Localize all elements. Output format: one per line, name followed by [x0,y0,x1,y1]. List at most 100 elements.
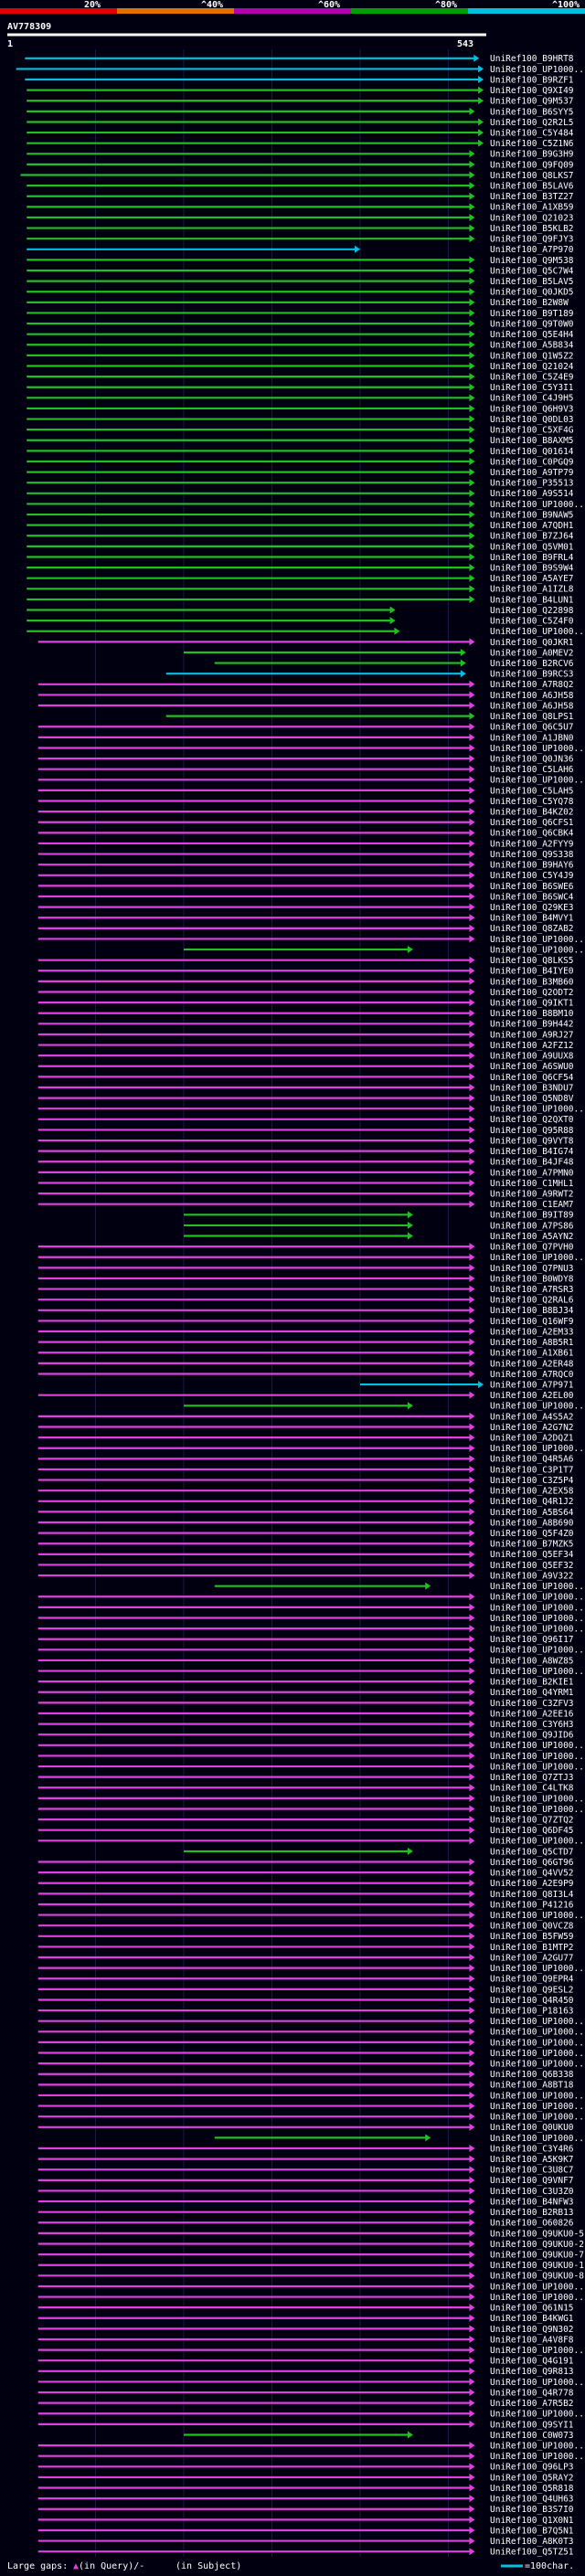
hit-row[interactable]: UniRef100_Q5RAY2 [37,2473,574,2483]
hit-label[interactable]: UniRef100_UP1000... [490,776,585,786]
hit-row[interactable]: UniRef100_A6JH58 [37,691,574,701]
hit-label[interactable]: UniRef100_A9RWT2 [490,1189,574,1199]
hit-row[interactable]: UniRef100_A7P970 [27,245,574,255]
hit-row[interactable]: UniRef100_UP1000... [37,2410,585,2420]
hit-row[interactable]: UniRef100_P41216 [37,1900,574,1910]
hit-label[interactable]: UniRef100_UP1000... [490,2452,585,2462]
hit-label[interactable]: UniRef100_Q8LKS7 [490,171,574,181]
hit-row[interactable]: UniRef100_B4IYE0 [37,967,574,977]
hit-row[interactable]: UniRef100_UP1000... [214,2134,585,2144]
hit-label[interactable]: UniRef100_UP1000... [490,1837,585,1847]
hit-label[interactable]: UniRef100_C5Y484 [490,128,574,138]
hit-label[interactable]: UniRef100_P35513 [490,479,574,489]
hit-label[interactable]: UniRef100_UP1000... [490,2038,585,2048]
hit-row[interactable]: UniRef100_C5Z4F0 [27,617,574,627]
hit-label[interactable]: UniRef100_B9H442 [490,1020,574,1030]
hit-label[interactable]: UniRef100_A7R5B2 [490,2399,574,2409]
hit-label[interactable]: UniRef100_B2RCV6 [490,659,574,669]
hit-row[interactable]: UniRef100_A7RSR3 [37,1285,574,1295]
hit-label[interactable]: UniRef100_C5XF4G [490,426,574,436]
hit-label[interactable]: UniRef100_Q9VYT8 [490,1136,574,1146]
hit-row[interactable]: UniRef100_Q0DL03 [27,415,574,425]
hit-label[interactable]: UniRef100_A7RQC0 [490,1370,574,1380]
hit-row[interactable]: UniRef100_UP1000... [37,1603,585,1613]
hit-row[interactable]: UniRef100_C0W073 [184,2431,574,2441]
hit-label[interactable]: UniRef100_UP1000... [490,627,585,637]
hit-row[interactable]: UniRef100_Q9S338 [37,850,574,860]
hit-row[interactable]: UniRef100_Q2RAL6 [37,1296,574,1306]
hit-row[interactable]: UniRef100_UP1000... [37,2038,585,2048]
hit-label[interactable]: UniRef100_B3S7I0 [490,2505,574,2515]
hit-label[interactable]: UniRef100_B2KIE1 [490,1678,574,1688]
hit-label[interactable]: UniRef100_A1XB59 [490,203,574,213]
hit-label[interactable]: UniRef100_Q5E4H4 [490,330,574,340]
hit-label[interactable]: UniRef100_Q6GT96 [490,1858,574,1868]
hit-label[interactable]: UniRef100_UP1000... [490,2282,585,2292]
hit-row[interactable]: UniRef100_Q1X0N1 [37,2516,574,2526]
hit-row[interactable]: UniRef100_A7R5B2 [37,2399,574,2409]
hit-label[interactable]: UniRef100_A7PS86 [490,1221,574,1231]
hit-label[interactable]: UniRef100_Q9EPR4 [490,1975,574,1985]
hit-label[interactable]: UniRef100_C4J9H5 [490,394,574,404]
hit-label[interactable]: UniRef100_UP1000... [490,744,585,754]
hit-row[interactable]: UniRef100_A5AYN2 [184,1232,574,1242]
hit-row[interactable]: UniRef100_Q4R778 [37,2388,574,2398]
hit-row[interactable]: UniRef100_UP1000... [37,2452,585,2462]
hit-label[interactable]: UniRef100_Q21023 [490,213,574,223]
hit-label[interactable]: UniRef100_B2RB13 [490,2208,574,2218]
hit-label[interactable]: UniRef100_Q7ZTQ2 [490,1815,574,1825]
hit-row[interactable]: UniRef100_C3U8C7 [37,2166,574,2176]
hit-label[interactable]: UniRef100_C3U3Z0 [490,2187,574,2197]
hit-row[interactable]: UniRef100_Q4UH63 [37,2495,574,2505]
hit-row[interactable]: UniRef100_UP1000... [27,500,585,510]
hit-label[interactable]: UniRef100_A6SWU0 [490,1062,574,1072]
hit-row[interactable]: UniRef100_P18163 [37,2006,574,2016]
hit-row[interactable]: UniRef100_C1MHL1 [37,1179,574,1189]
hit-row[interactable]: UniRef100_Q5EF32 [37,1561,574,1571]
hit-label[interactable]: UniRef100_Q2RAL6 [490,1296,574,1306]
hit-label[interactable]: UniRef100_A4V8F8 [490,2335,574,2345]
hit-row[interactable]: UniRef100_Q9FJY3 [27,235,574,245]
hit-row[interactable]: UniRef100_B4IG74 [37,1147,574,1157]
hit-row[interactable]: UniRef100_UP1000... [37,2346,585,2356]
hit-row[interactable]: UniRef100_A2DQZ1 [37,1434,574,1444]
hit-row[interactable]: UniRef100_Q6C5U7 [37,723,574,733]
hit-row[interactable]: UniRef100_UP1000... [37,2017,585,2027]
hit-row[interactable]: UniRef100_B9HRT8 [25,54,574,64]
hit-label[interactable]: UniRef100_UP1000... [490,1253,585,1263]
hit-label[interactable]: UniRef100_UP1000... [490,2293,585,2303]
hit-row[interactable]: UniRef100_UP1000... [37,1105,585,1115]
hit-label[interactable]: UniRef100_P18163 [490,2006,574,2016]
hit-label[interactable]: UniRef100_Q5RAY2 [490,2473,574,2483]
hit-label[interactable]: UniRef100_C1EAM7 [490,1200,574,1210]
hit-label[interactable]: UniRef100_B7Q5N1 [490,2526,574,2536]
hit-label[interactable]: UniRef100_C5Z4F0 [490,617,574,627]
hit-label[interactable]: UniRef100_C5Z4E9 [490,373,574,383]
hit-row[interactable]: UniRef100_Q5CTD7 [184,1847,574,1857]
hit-row[interactable]: UniRef100_UP1000... [27,627,585,637]
hit-row[interactable]: UniRef100_UP1000... [16,65,585,75]
hit-row[interactable]: UniRef100_A2GU77 [37,1953,574,1963]
hit-label[interactable]: UniRef100_B3NDU7 [490,1083,574,1093]
hit-label[interactable]: UniRef100_B9IT89 [490,1211,574,1221]
hit-row[interactable]: UniRef100_C5Y3I1 [27,383,574,393]
hit-label[interactable]: UniRef100_UP1000... [490,2060,585,2070]
hit-label[interactable]: UniRef100_A8WZ85 [490,1656,574,1666]
hit-row[interactable]: UniRef100_O60826 [37,2219,574,2229]
hit-label[interactable]: UniRef100_A7RSR3 [490,1285,574,1295]
hit-label[interactable]: UniRef100_C5Y4J9 [490,871,574,881]
hit-label[interactable]: UniRef100_A2ER48 [490,1359,574,1369]
hit-label[interactable]: UniRef100_A5B834 [490,341,574,351]
hit-row[interactable]: UniRef100_Q9VYT8 [37,1136,574,1146]
hit-label[interactable]: UniRef100_Q5C7W4 [490,266,574,276]
hit-row[interactable]: UniRef100_Q9EPR4 [37,1975,574,1985]
hit-row[interactable]: UniRef100_UP1000... [37,1805,585,1815]
hit-row[interactable]: UniRef100_Q6B338 [37,2070,574,2080]
hit-row[interactable]: UniRef100_Q7ZTQ2 [37,1815,574,1825]
hit-label[interactable]: UniRef100_A6JH58 [490,691,574,701]
hit-label[interactable]: UniRef100_B5LAV6 [490,182,574,192]
hit-row[interactable]: UniRef100_C5LAH6 [37,765,574,775]
hit-row[interactable]: UniRef100_Q61N15 [37,2304,574,2314]
hit-row[interactable]: UniRef100_A2EE16 [37,1709,574,1719]
hit-row[interactable]: UniRef100_A1JBN0 [37,733,574,743]
